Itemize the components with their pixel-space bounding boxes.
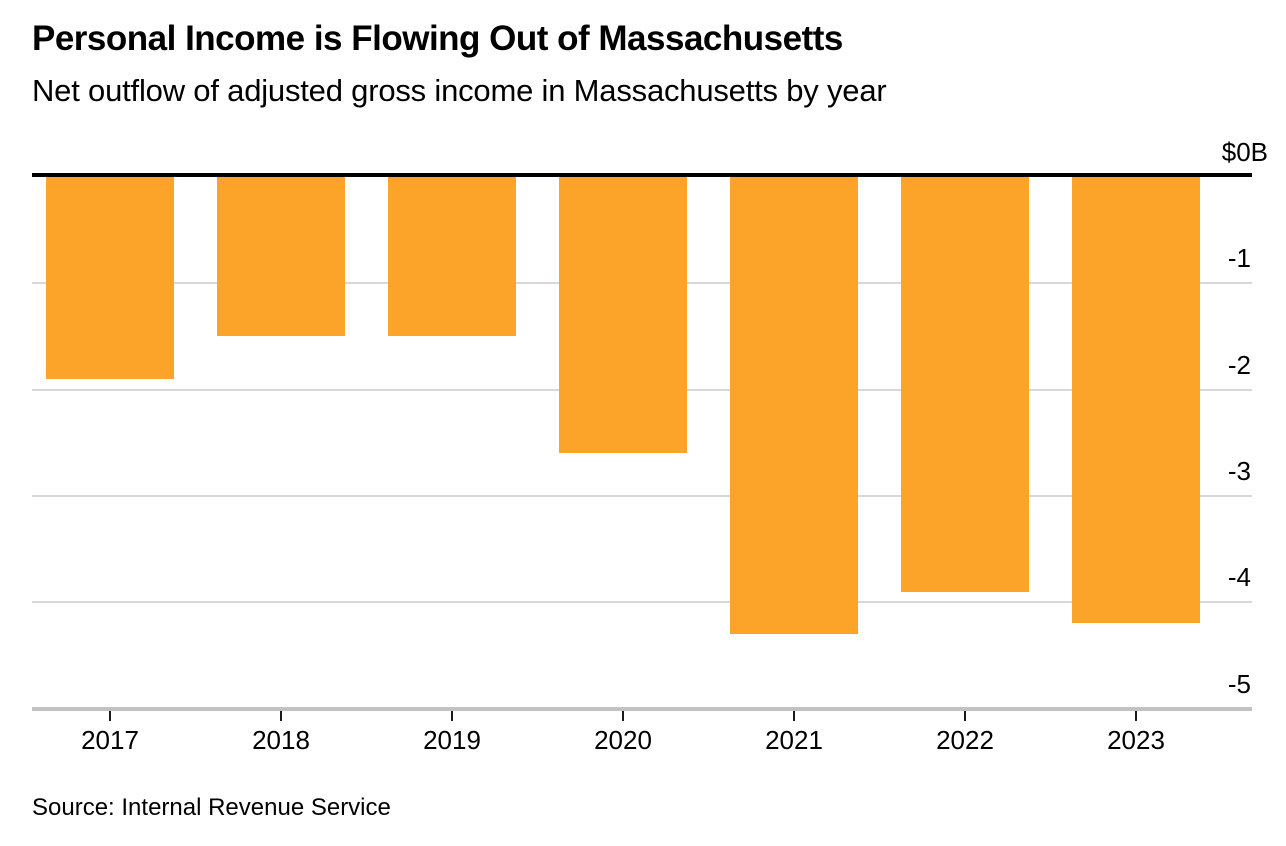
bar-2022 bbox=[901, 177, 1029, 592]
x-tick-label-2018: 2018 bbox=[252, 725, 310, 755]
x-tick-label-2020: 2020 bbox=[594, 725, 652, 755]
x-tick-mark-2023 bbox=[1135, 710, 1137, 721]
x-tick-label-2017: 2017 bbox=[81, 725, 139, 755]
bar-2017 bbox=[46, 177, 174, 379]
x-tick-mark-2022 bbox=[964, 710, 966, 721]
bar-2021 bbox=[730, 177, 858, 635]
x-tick-mark-2021 bbox=[793, 710, 795, 721]
x-tick-label-2019: 2019 bbox=[423, 725, 481, 755]
gridline--5 bbox=[32, 706, 1252, 711]
bar-2020 bbox=[559, 177, 687, 454]
zero-baseline bbox=[32, 173, 1252, 177]
x-tick-mark-2017 bbox=[109, 710, 111, 721]
x-tick-label-2022: 2022 bbox=[936, 725, 994, 755]
bar-2019 bbox=[388, 177, 516, 337]
source-note: Source: Internal Revenue Service bbox=[32, 794, 391, 821]
bar-2018 bbox=[217, 177, 345, 337]
chart-title: Personal Income is Flowing Out of Massac… bbox=[32, 19, 843, 58]
x-tick-mark-2020 bbox=[622, 710, 624, 721]
y-tick-label--5: -5 bbox=[1227, 668, 1251, 699]
bar-2023 bbox=[1072, 177, 1200, 624]
y-tick-label--3: -3 bbox=[1227, 455, 1251, 486]
y-tick-label--4: -4 bbox=[1227, 562, 1251, 593]
chart-subtitle: Net outflow of adjusted gross income in … bbox=[32, 73, 887, 108]
x-tick-mark-2019 bbox=[451, 710, 453, 721]
gridline--4 bbox=[32, 601, 1252, 604]
y-tick-label--2: -2 bbox=[1227, 349, 1251, 380]
x-tick-label-2021: 2021 bbox=[765, 725, 823, 755]
y-axis-unit-label: $0B bbox=[1221, 137, 1268, 167]
y-tick-label--1: -1 bbox=[1227, 243, 1251, 274]
gridline--3 bbox=[32, 494, 1252, 497]
x-tick-label-2023: 2023 bbox=[1107, 725, 1165, 755]
x-tick-mark-2018 bbox=[280, 710, 282, 721]
